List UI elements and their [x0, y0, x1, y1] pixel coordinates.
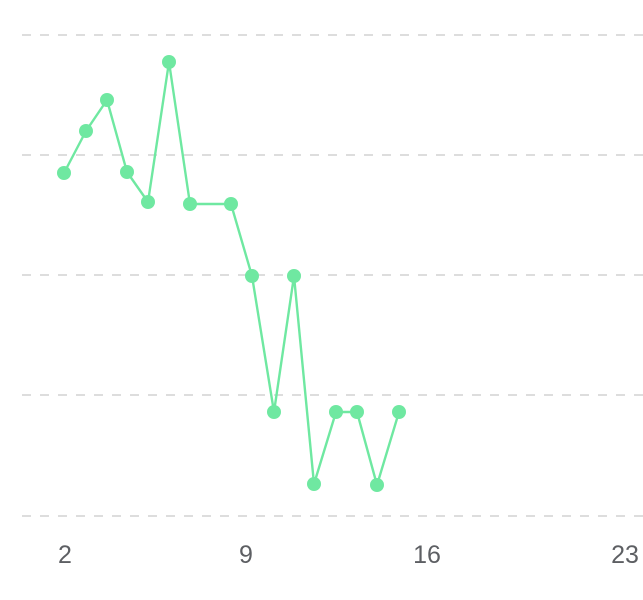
data-point[interactable]: 65	[183, 197, 197, 211]
data-point[interactable]: 80.9	[79, 124, 93, 138]
data-point[interactable]: 21.6	[329, 405, 343, 419]
series-group: 71.4 80.9 86.2 71.6 65.4 94.4 65 64.8 50 21.7 50 6.…	[57, 55, 406, 492]
data-point[interactable]: 21.6	[392, 405, 406, 419]
grid-lines	[22, 34, 643, 517]
series-1: 71.4 80.9 86.2 71.6 65.4 94.4 65 64.8 50 21.7 50 6.…	[57, 55, 406, 492]
data-point[interactable]: 50	[245, 269, 259, 283]
series-line	[62, 60, 401, 487]
data-point[interactable]: 6.4	[370, 478, 384, 492]
data-point[interactable]: 94.4	[162, 55, 176, 69]
data-point[interactable]: 21.6	[350, 405, 364, 419]
data-point[interactable]: 64.8	[224, 197, 238, 211]
data-point[interactable]: 71.4	[57, 166, 71, 180]
data-point[interactable]: 65.4	[141, 195, 155, 209]
data-point[interactable]: 71.6	[120, 165, 134, 179]
data-point[interactable]: 21.7	[267, 405, 281, 419]
data-point[interactable]: 50	[287, 269, 301, 283]
data-point[interactable]: 6.4	[307, 477, 321, 491]
data-point[interactable]: 86.2	[100, 93, 114, 107]
